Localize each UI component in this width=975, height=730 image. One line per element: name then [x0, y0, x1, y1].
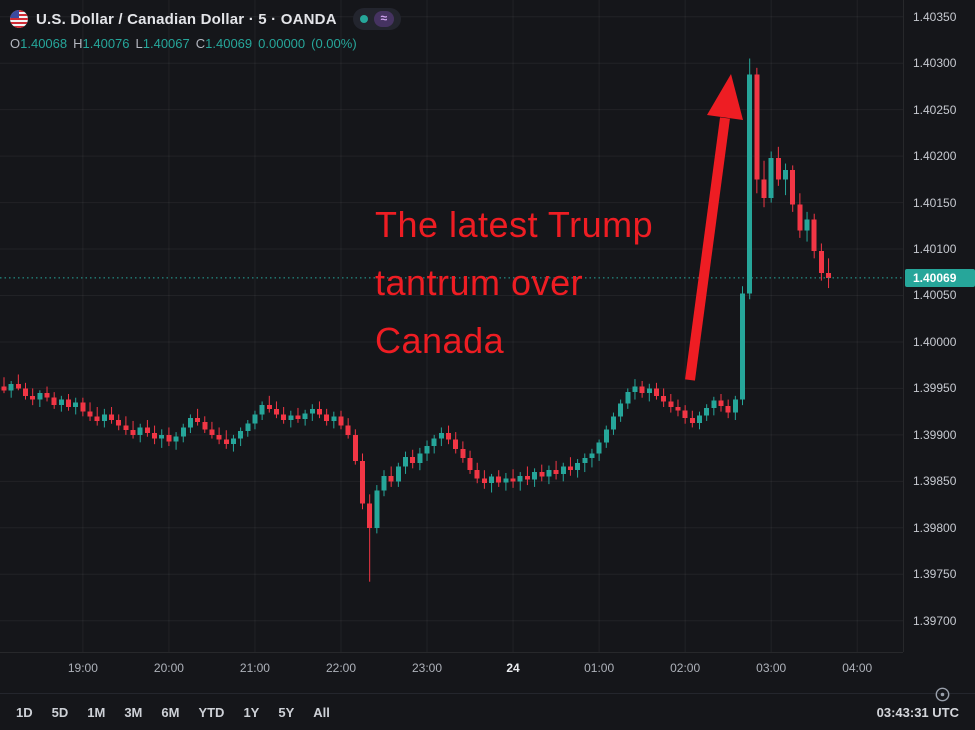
annotation-line-3: Canada: [375, 320, 505, 361]
low-value: 1.40067: [142, 35, 190, 51]
high-value: 1.40076: [82, 35, 130, 51]
price-axis[interactable]: 1.40069 1.40350 1.40300 1.40250 1.40200 1.40…: [903, 0, 975, 652]
price-tick: 1.40050: [913, 288, 957, 303]
time-tick: 02:00: [670, 661, 701, 675]
close-value: 1.40069: [205, 35, 253, 51]
range-button-ytd[interactable]: YTD: [198, 704, 225, 720]
open-value: 1.40068: [20, 35, 68, 51]
annotation-line-1: The latest Trump: [375, 204, 654, 245]
us-flag-icon: [10, 10, 28, 28]
date-range-buttons: 1D 5D 1M 3M 6M YTD 1Y 5Y All: [16, 705, 330, 720]
price-tick: 1.40150: [913, 195, 957, 210]
annotation-text[interactable]: The latest Trump tantrum over Canada: [375, 196, 653, 370]
open-label: O: [10, 35, 21, 51]
chart-legend: U.S. Dollar / Canadian Dollar · 5 · OAND…: [0, 0, 411, 53]
price-tick: 1.40000: [913, 334, 957, 349]
time-tick: 22:00: [325, 661, 356, 675]
time-tick: 19:00: [67, 661, 98, 675]
change-value: 0.00000: [258, 35, 306, 51]
chart-status-pill[interactable]: ≈: [352, 8, 401, 30]
approx-data-icon: ≈: [373, 11, 394, 27]
price-tick: 1.40300: [913, 56, 957, 71]
range-button-5d[interactable]: 5D: [51, 704, 69, 720]
bottom-toolbar: 1D 5D 1M 3M 6M YTD 1Y 5Y All 03:43:31 UTC: [0, 693, 975, 730]
price-tick: 1.40200: [913, 149, 957, 164]
range-button-6m[interactable]: 6M: [161, 704, 180, 720]
price-tick: 1.40250: [913, 102, 957, 117]
data-status-dot-icon: [359, 15, 368, 23]
time-tick: 21:00: [239, 661, 270, 675]
annotation-arrow[interactable]: [685, 117, 730, 381]
time-tick: 24: [506, 661, 520, 675]
price-tick: 1.39850: [913, 474, 957, 489]
symbol-title[interactable]: U.S. Dollar / Canadian Dollar · 5 · OAND…: [36, 10, 337, 28]
range-button-1m[interactable]: 1M: [87, 704, 106, 720]
range-button-1d[interactable]: 1D: [16, 704, 33, 720]
time-tick: 03:00: [756, 661, 787, 675]
low-label: L: [135, 35, 143, 51]
annotation-line-2: tantrum over: [375, 262, 584, 303]
price-tick: 1.40100: [913, 242, 957, 257]
high-label: H: [73, 35, 83, 51]
range-button-5y[interactable]: 5Y: [278, 704, 295, 720]
ohlc-legend: O1.40068 H1.40076 L1.40067 C1.40069 0.00…: [10, 33, 401, 53]
time-tick: 04:00: [842, 661, 873, 675]
range-button-1y[interactable]: 1Y: [243, 704, 260, 720]
range-button-all[interactable]: All: [313, 704, 330, 720]
time-axis[interactable]: 19:00 20:00 21:00 22:00 23:00 24 01:00 02:00 03:…: [0, 652, 903, 693]
price-tick: 1.39750: [913, 567, 957, 582]
last-price-tag: 1.40069: [905, 268, 975, 287]
price-tick: 1.39800: [913, 520, 957, 535]
price-tick: 1.39700: [913, 613, 957, 628]
clock-utc[interactable]: 03:43:31 UTC: [876, 704, 959, 720]
close-label: C: [195, 35, 206, 51]
range-button-3m[interactable]: 3M: [124, 704, 143, 720]
time-tick: 23:00: [412, 661, 443, 675]
change-percent: (0.00%): [311, 35, 357, 51]
price-tick: 1.39900: [913, 427, 957, 442]
price-tick: 1.40350: [913, 9, 957, 24]
time-tick: 01:00: [584, 661, 615, 675]
price-tick: 1.39950: [913, 381, 957, 396]
time-tick: 20:00: [153, 661, 184, 675]
scroll-to-recent-icon[interactable]: [934, 686, 951, 703]
